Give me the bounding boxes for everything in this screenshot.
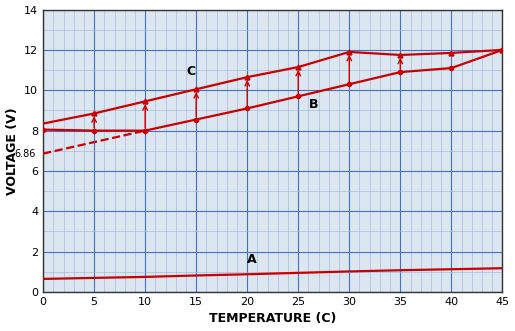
Text: C: C [186,65,195,78]
Y-axis label: VOLTAGE (V): VOLTAGE (V) [6,107,19,195]
Text: B: B [308,98,318,112]
Text: 6.86: 6.86 [15,149,36,159]
X-axis label: TEMPERATURE (C): TEMPERATURE (C) [209,312,336,325]
Text: A: A [247,253,257,266]
